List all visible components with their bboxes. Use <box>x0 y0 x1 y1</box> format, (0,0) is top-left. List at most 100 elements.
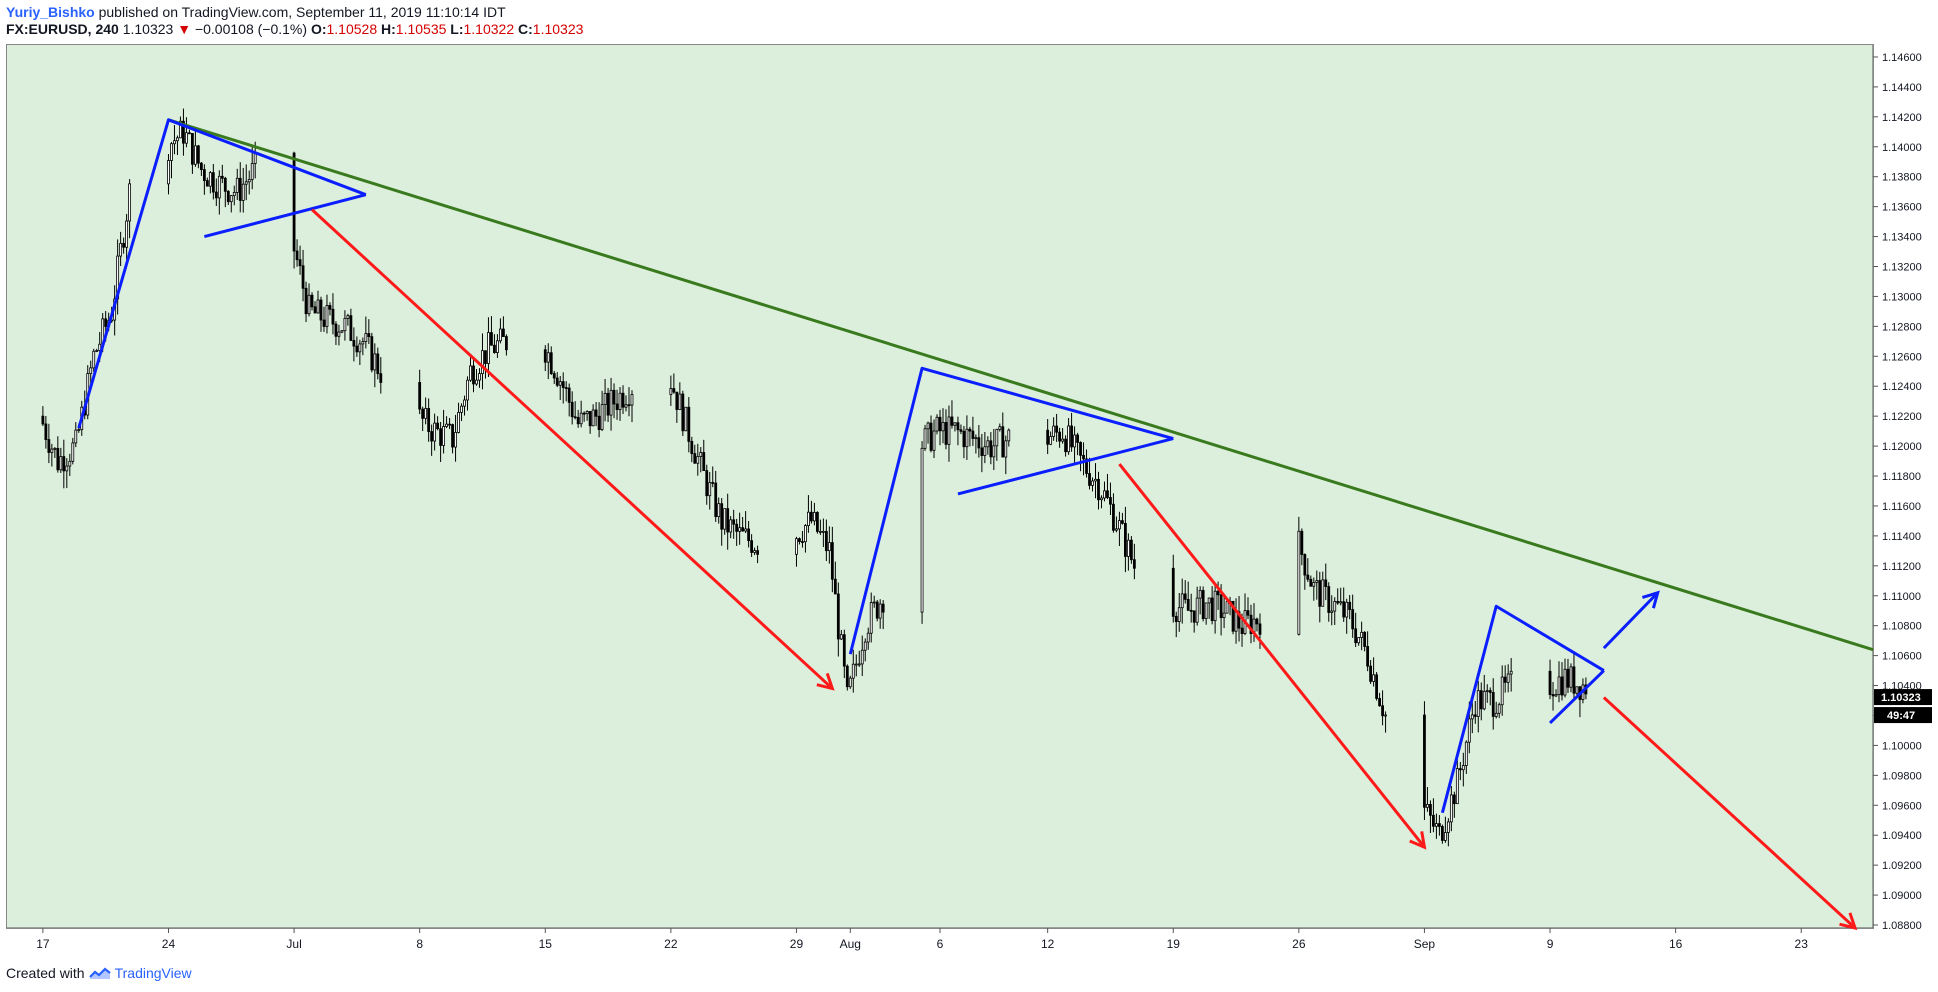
triangle-pattern-upper[interactable] <box>77 118 367 429</box>
candle-body <box>62 456 66 472</box>
candle-body <box>564 387 568 389</box>
candle-body <box>170 143 173 161</box>
candle-body <box>1177 607 1181 622</box>
candle-body <box>1204 602 1208 620</box>
candle-body <box>851 663 855 679</box>
candle-body <box>310 294 314 308</box>
candle-body <box>1121 520 1124 524</box>
candle-body <box>65 465 69 472</box>
candle-body <box>442 426 445 446</box>
countdown-label-bg <box>1874 707 1932 724</box>
y-tick-label: 1.12600 <box>1882 351 1922 363</box>
candle-body <box>627 404 631 407</box>
candle-body <box>1237 611 1241 629</box>
y-tick-label: 1.14600 <box>1882 52 1922 64</box>
candle-body <box>1055 425 1059 433</box>
candle-body <box>795 538 798 555</box>
candle-body <box>1429 804 1432 816</box>
triangle-pattern-lower[interactable] <box>1548 669 1605 725</box>
candle-body <box>1124 523 1127 557</box>
y-tick-label: 1.12800 <box>1882 321 1922 333</box>
candle-body <box>253 152 257 164</box>
candle-body <box>1366 646 1370 667</box>
y-tick-label: 1.10800 <box>1882 621 1922 633</box>
candle-body <box>747 528 751 542</box>
candle-body <box>418 382 422 410</box>
candle-body <box>1360 631 1364 638</box>
candle-body <box>1488 690 1492 693</box>
last-price-label-bg <box>1874 689 1932 706</box>
candle-body <box>1210 597 1214 622</box>
candle-body <box>1432 814 1435 827</box>
candle-body <box>179 120 182 139</box>
y-tick-label: 1.11800 <box>1882 471 1921 483</box>
candle-body <box>487 332 490 364</box>
triangle-pattern-upper[interactable] <box>848 366 1174 655</box>
y-tick-label: 1.13000 <box>1882 291 1922 303</box>
down-arrow-line[interactable] <box>311 208 834 690</box>
candle-body <box>1091 480 1094 486</box>
candle-body <box>624 404 628 408</box>
candle-body <box>813 512 816 522</box>
candle-body <box>1569 666 1573 688</box>
candle-body <box>968 428 972 432</box>
candle-body <box>1219 594 1223 619</box>
candle-body <box>1007 429 1011 442</box>
y-tick-label: 1.13400 <box>1882 232 1922 244</box>
down-arrow-line[interactable] <box>1602 696 1857 930</box>
candle-body <box>983 446 987 456</box>
candle-body <box>989 440 993 458</box>
x-tick-label: 17 <box>36 937 50 951</box>
candle-body <box>367 333 371 338</box>
candle-body <box>830 542 834 580</box>
candle-body <box>1118 520 1121 530</box>
y-tick-label: 1.10600 <box>1882 651 1922 663</box>
candle-body <box>307 294 311 315</box>
candle-body <box>714 482 718 518</box>
candle-body <box>1506 673 1510 683</box>
candle-body <box>214 191 218 199</box>
candle-body <box>193 145 197 165</box>
triangle-pattern-upper[interactable] <box>1440 604 1605 814</box>
candle-body <box>863 641 867 651</box>
candle-body <box>992 445 996 458</box>
candle-body <box>720 503 724 530</box>
candle-body <box>182 120 185 144</box>
candle-body <box>926 422 930 430</box>
candle-body <box>693 453 697 464</box>
author-link[interactable]: Yuriy_Bishko <box>6 4 95 20</box>
candle-body <box>944 422 948 445</box>
triangle-pattern-lower[interactable] <box>203 193 367 239</box>
candle-body <box>1073 434 1076 448</box>
triangle-pattern-lower[interactable] <box>957 437 1174 496</box>
down-arrow-line[interactable] <box>1118 463 1426 849</box>
candle-body <box>729 519 733 533</box>
candle-body <box>1575 686 1579 694</box>
candle-body <box>579 412 583 425</box>
candle-body <box>998 426 1002 430</box>
candle-body <box>1067 425 1070 453</box>
candle-body <box>496 340 499 353</box>
candle-body <box>191 132 194 165</box>
x-tick-label: 16 <box>1669 937 1683 951</box>
candle-body <box>842 634 846 667</box>
candle-body <box>977 437 981 449</box>
tradingview-brand-link[interactable]: TradingView <box>114 965 192 981</box>
trendline[interactable] <box>168 118 1874 652</box>
candle-body <box>959 429 963 432</box>
candle-body <box>603 392 607 405</box>
candle-body <box>1464 741 1468 766</box>
candle-body <box>872 601 876 604</box>
candle-body <box>125 220 129 248</box>
candle-body <box>552 373 556 379</box>
candle-body <box>364 333 368 342</box>
symbol-line: FX:EURUSD, 240 1.10323 ▼ −0.00108 (−0.1%… <box>6 21 583 37</box>
candle-body <box>672 388 676 393</box>
high-value: 1.10535 <box>395 21 447 37</box>
candle-body <box>1255 618 1259 625</box>
candle-body <box>1497 704 1501 714</box>
plot-area[interactable] <box>7 45 1873 928</box>
up-arrow-line[interactable] <box>1602 591 1659 650</box>
candle-body <box>1001 426 1005 458</box>
